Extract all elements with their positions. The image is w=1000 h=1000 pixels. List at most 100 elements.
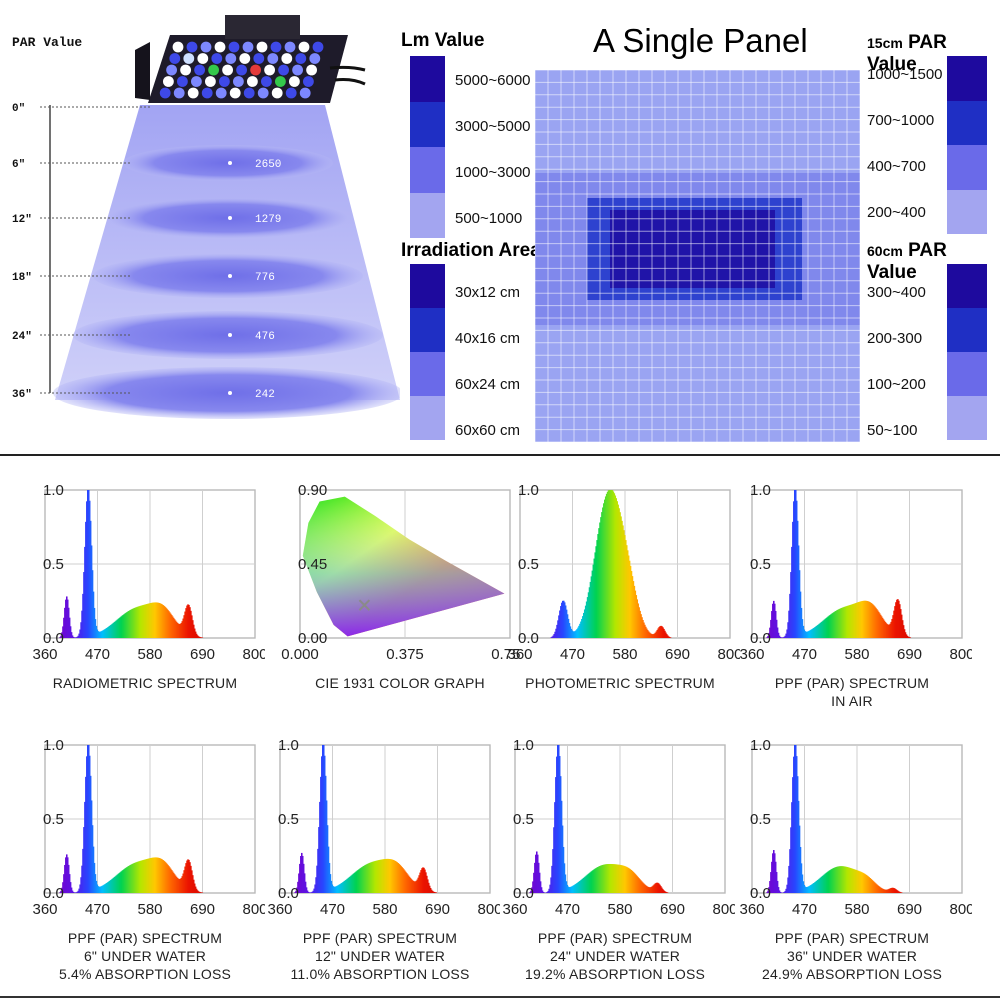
spectrum-bin [595,868,597,893]
title-line: 24" UNDER WATER [549,948,681,964]
y-tick-label: 0.5 [43,811,64,828]
spectrum-bin [175,876,178,893]
spectrum-bin [560,800,563,893]
area-legend-swatches [410,264,445,440]
spectrum-bin [101,885,103,893]
spectrum-bin [904,632,907,638]
spectrum-bin [617,504,619,638]
led-chip [250,64,261,76]
spectrum-bin [75,637,78,638]
spectrum-bin [818,623,821,638]
spectrum-bin [149,603,151,638]
spectrum-bin [875,883,877,893]
spectrum-bin [659,884,661,893]
spectrum-bin [828,870,830,893]
spectrum-bin [772,603,774,638]
spectrum-bin [179,878,182,893]
spectrum-bin [888,888,891,893]
spectrum-bin [103,884,105,893]
spectrum-bin [87,745,89,893]
spectrum-bin [153,857,156,893]
spectrum-bin [769,881,771,893]
spectrum-bin [77,890,80,893]
spectrum-bin [854,603,856,638]
spectrum-bin [891,887,893,893]
spectrum-bin [125,612,127,638]
spectrum-bin [652,885,655,893]
spectrum-bin [172,617,175,638]
spectrum-bin [853,869,855,893]
section-divider [0,454,1000,456]
spectrum-bin [100,886,102,893]
spectrum-bin [121,615,123,638]
spectrum-bin [66,596,68,638]
spectrum-bin [902,625,905,638]
led-chip [292,64,303,76]
spectrum-bin [166,608,168,638]
spectrum-bin [611,864,613,893]
spectrum-bin [775,619,778,638]
spectrum-bin [652,634,655,638]
led-chip [281,53,293,64]
spectrum-bin [154,602,157,638]
spectrum-bin [74,637,77,638]
par15-legend-label: 400~700 [867,158,926,175]
spectrum-bin [390,859,393,893]
par-value-label: 2650 [255,159,281,171]
spectrum-bin [664,891,667,893]
spectrum-bin [655,631,658,638]
spectrum-bin [805,887,808,893]
ppf-24-curve [529,745,669,893]
spectrum-bin [849,867,851,893]
spectrum-bin [803,629,806,638]
spectrum-bin [776,880,779,893]
led-chip [159,87,171,99]
spectrum-bin [533,872,535,893]
spectrum-bin [111,623,114,638]
spectrum-bin [344,880,347,893]
x-tick-label: 360 [739,901,764,918]
area-legend-label: 30x12 cm [455,284,521,301]
spectrum-bin [93,862,96,893]
spectrum-bin [135,862,138,893]
spectrum-bin [872,604,874,638]
spectrum-bin [86,756,88,893]
spectrum-bin [626,867,629,893]
par-value-title: PAR Value [12,35,82,50]
spectrum-bin [651,886,654,893]
spectrum-bin [137,861,140,893]
spectrum-bin [882,619,885,638]
spectrum-bin [831,613,833,638]
spectrum-bin [155,857,158,893]
spectrum-bin [120,871,122,893]
spectrum-bin [120,616,122,638]
spectrum-bin [903,629,906,638]
spectrum-bin [564,874,567,893]
spectrum-bin [529,892,531,893]
spectrum-bin [614,495,617,638]
spectrum-bin [644,624,646,638]
spectrum-bin [774,861,777,893]
spectrum-bin [631,576,634,638]
spectrum-bin [64,607,66,638]
spectrum-bin [603,503,605,638]
spectrum-bin [126,867,128,893]
spectrum-bin [129,610,131,638]
spectrum-bin [666,634,668,638]
spectrum-bin [388,859,391,893]
spectrum-bin [82,593,84,638]
title-line: CIE 1931 COLOR GRAPH [315,675,485,691]
led-chip [270,41,282,53]
spectrum-bin [884,622,887,638]
title-line: PHOTOMETRIC SPECTRUM [525,675,715,691]
spectrum-bin [128,865,130,893]
x-tick-label: 800 [717,646,740,663]
spectrum-bin [622,525,624,638]
spectrum-bin [572,885,574,893]
cie-gamut-shade [302,496,505,637]
spectrum-bin [171,870,173,893]
spectrum-bin [68,874,71,893]
legend-swatch [947,56,987,101]
spectrum-bin [600,865,603,893]
x-tick-label: 580 [607,901,632,918]
